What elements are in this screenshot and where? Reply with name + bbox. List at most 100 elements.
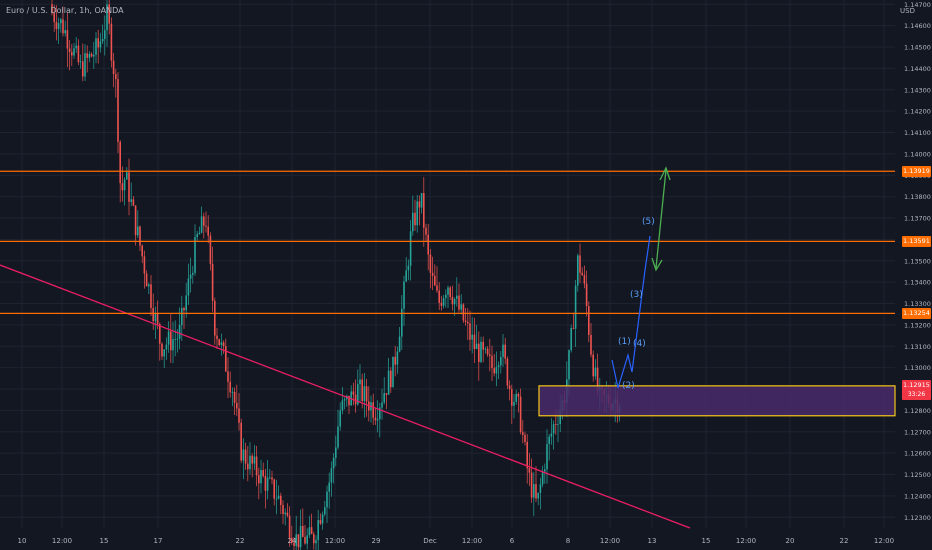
time-axis[interactable]: 10 12:00 15 17 22 24 12:00 29 Dec 12:00 6 8 12:00 13 1…	[18, 537, 895, 545]
candle-body	[148, 284, 150, 287]
x-tick-label: 10	[18, 537, 27, 545]
candle-body	[541, 471, 544, 485]
candle-body	[392, 356, 394, 388]
target-arrow[interactable]	[651, 166, 671, 272]
candle-body	[51, 4, 53, 14]
y-tick-label: 1.14700	[904, 1, 931, 9]
candle-body	[82, 61, 84, 77]
candle-body	[416, 201, 418, 226]
y-tick-label: 1.14300	[904, 86, 931, 94]
candle-body	[205, 225, 207, 227]
candle-body	[101, 38, 104, 42]
candle-body	[581, 272, 583, 276]
y-tick-label: 1.12600	[904, 450, 931, 458]
support-zone[interactable]	[538, 385, 896, 417]
candle-body	[192, 272, 194, 275]
candle-body	[403, 281, 405, 309]
price-label: 1.13919	[902, 165, 931, 177]
candle-body	[227, 371, 229, 382]
price-axis[interactable]: 1.14700 1.14600 1.14500 1.14400 1.14300 1.142…	[904, 1, 931, 522]
candle-body	[200, 216, 203, 233]
candle-body	[315, 540, 317, 544]
x-tick-label: 12:00	[462, 537, 482, 545]
y-tick-label: 1.12400	[904, 492, 931, 500]
candle-body	[117, 79, 119, 142]
y-tick-label: 1.13300	[904, 300, 931, 308]
candle-body	[284, 512, 286, 515]
candle-body	[209, 235, 212, 264]
chart-grid	[0, 0, 895, 528]
candle-body	[299, 525, 302, 548]
x-tick-label: 13	[648, 537, 657, 545]
candle-body	[570, 328, 572, 351]
candle-body	[480, 341, 482, 362]
candle-body	[460, 304, 462, 310]
candle-body	[451, 296, 454, 305]
x-tick-label: 17	[154, 537, 163, 545]
candle-body	[522, 432, 524, 435]
candle-body	[390, 370, 392, 388]
candle-body	[108, 4, 110, 24]
candle-body	[203, 216, 205, 226]
candle-body	[288, 515, 291, 538]
candle-body	[491, 355, 493, 369]
candle-body	[559, 410, 561, 424]
candle-body	[207, 226, 209, 236]
candle-body	[211, 263, 214, 301]
candle-body	[396, 351, 399, 365]
x-tick-label: 24	[288, 537, 297, 545]
symbol-title: Euro / U.S. Dollar, 1h, OANDA	[6, 6, 124, 15]
candle-body	[306, 535, 308, 544]
candle-body	[357, 384, 359, 405]
elliott-wave-projection[interactable]	[611, 235, 651, 389]
y-tick-label: 1.14500	[904, 44, 931, 52]
candlestick-series	[51, 0, 621, 550]
price-label-value: 1.13919	[903, 166, 930, 175]
candle-body	[557, 423, 559, 425]
candle-body	[467, 321, 469, 324]
candle-body	[555, 424, 557, 425]
y-tick-label: 1.13500	[904, 257, 931, 265]
x-tick-label: Dec	[423, 537, 437, 545]
candle-body	[504, 344, 506, 359]
candle-body	[594, 367, 597, 377]
candle-body	[425, 227, 427, 235]
candle-body	[537, 492, 539, 499]
price-label-value: 1.12915	[903, 381, 930, 390]
candle-body	[530, 472, 533, 498]
candle-body	[57, 23, 60, 29]
candle-body	[194, 237, 196, 273]
candle-body	[163, 349, 165, 357]
candle-body	[222, 342, 225, 347]
candle-body	[394, 356, 396, 365]
candle-body	[242, 449, 245, 461]
y-tick-label: 1.13100	[904, 343, 931, 351]
candle-body	[181, 307, 183, 326]
candle-body	[145, 273, 148, 287]
candle-body	[420, 193, 423, 208]
candle-body	[526, 441, 528, 469]
price-label: 1.12915 33:26	[902, 380, 931, 401]
candle-body	[359, 379, 361, 385]
candle-body	[462, 304, 465, 321]
candle-body	[517, 393, 520, 397]
candle-body	[293, 542, 295, 547]
candle-body	[238, 408, 240, 423]
candle-body	[552, 424, 555, 434]
y-tick-label: 1.14600	[904, 22, 931, 30]
candle-body	[273, 479, 275, 499]
candle-body	[152, 308, 154, 322]
candle-body	[297, 534, 300, 548]
x-tick-label: 20	[786, 537, 795, 545]
candle-body	[535, 484, 537, 499]
candle-body	[449, 287, 451, 297]
candle-body	[277, 495, 280, 499]
candle-body	[321, 514, 324, 524]
candle-body	[497, 365, 500, 368]
descending-trendline[interactable]	[0, 264, 691, 529]
price-label-value: 1.13591	[903, 236, 930, 245]
candle-body	[71, 51, 73, 56]
candle-body	[236, 402, 238, 409]
candle-body	[343, 399, 346, 401]
